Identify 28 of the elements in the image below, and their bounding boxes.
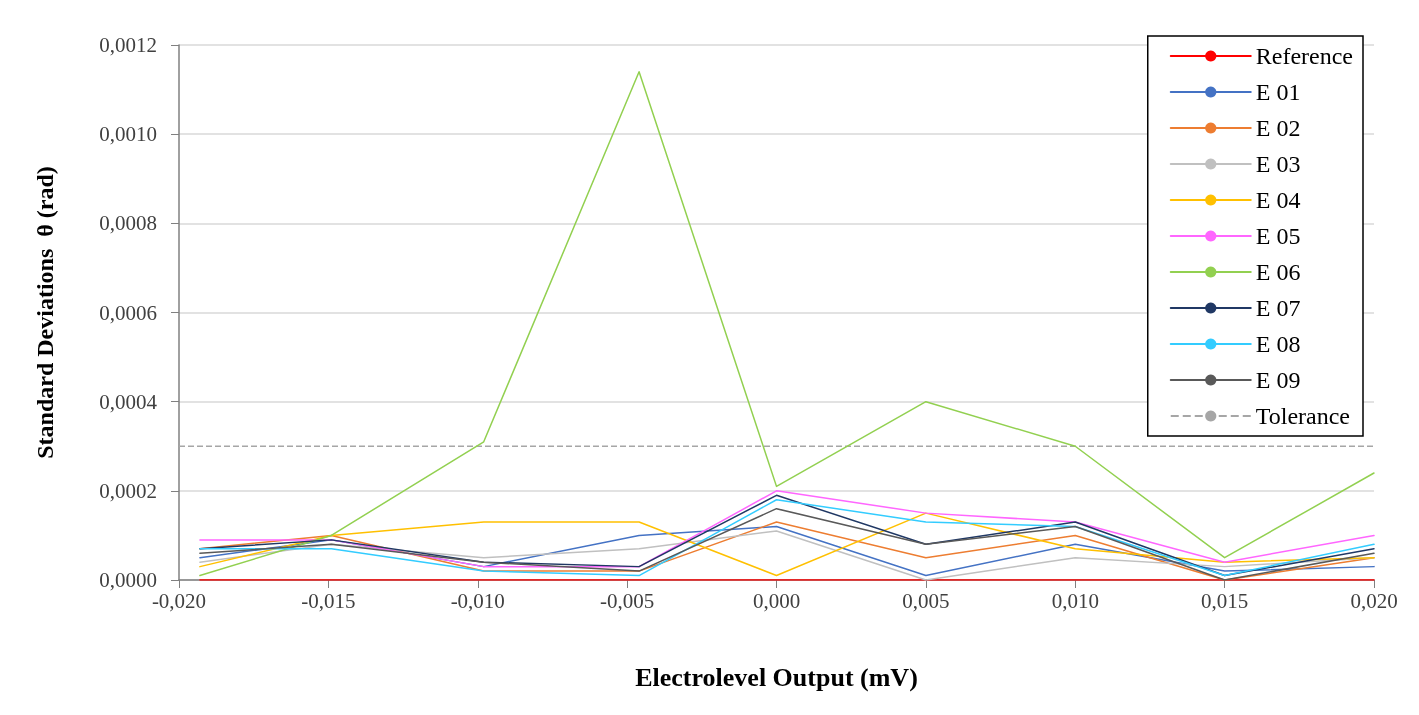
legend-label: E 06 <box>1255 259 1301 285</box>
legend-label: E 04 <box>1255 187 1301 213</box>
x-tick-label: 0,020 <box>1350 588 1398 613</box>
y-tick-label: 0,0012 <box>99 33 157 57</box>
y-tick-label: 0,0006 <box>99 300 157 325</box>
legend-label: E 02 <box>1255 115 1301 141</box>
y-tick-label: 0,0010 <box>99 122 157 147</box>
x-tick-label: -0,005 <box>600 588 655 613</box>
y-axis-title: Standard Deviations θ (rad) <box>32 166 58 459</box>
y-tick-label: 0,0002 <box>99 478 157 503</box>
y-tick-label: 0,0004 <box>99 389 158 414</box>
line-series <box>199 71 1375 577</box>
x-tick-label: 0,010 <box>1051 588 1099 613</box>
legend-label: E 08 <box>1255 331 1301 357</box>
x-tick-label: 0,000 <box>752 588 801 613</box>
x-axis-title: Electrolevel Output (mV) <box>635 662 918 692</box>
y-tick-label: 0,0008 <box>99 211 157 236</box>
x-tick-label: -0,010 <box>450 588 505 613</box>
legend-label: E 09 <box>1255 367 1301 393</box>
x-tick-label: -0,015 <box>301 588 356 613</box>
legend-label: E 05 <box>1255 223 1301 249</box>
legend-label: Tolerance <box>1255 403 1351 429</box>
x-tick-label: 0,015 <box>1201 588 1249 613</box>
legend-label: E 03 <box>1255 151 1301 177</box>
legend-label: Reference <box>1255 43 1354 69</box>
legend-label: E 07 <box>1255 295 1301 321</box>
legend-label: E 01 <box>1255 79 1301 105</box>
x-tick-label: 0,005 <box>902 588 950 613</box>
